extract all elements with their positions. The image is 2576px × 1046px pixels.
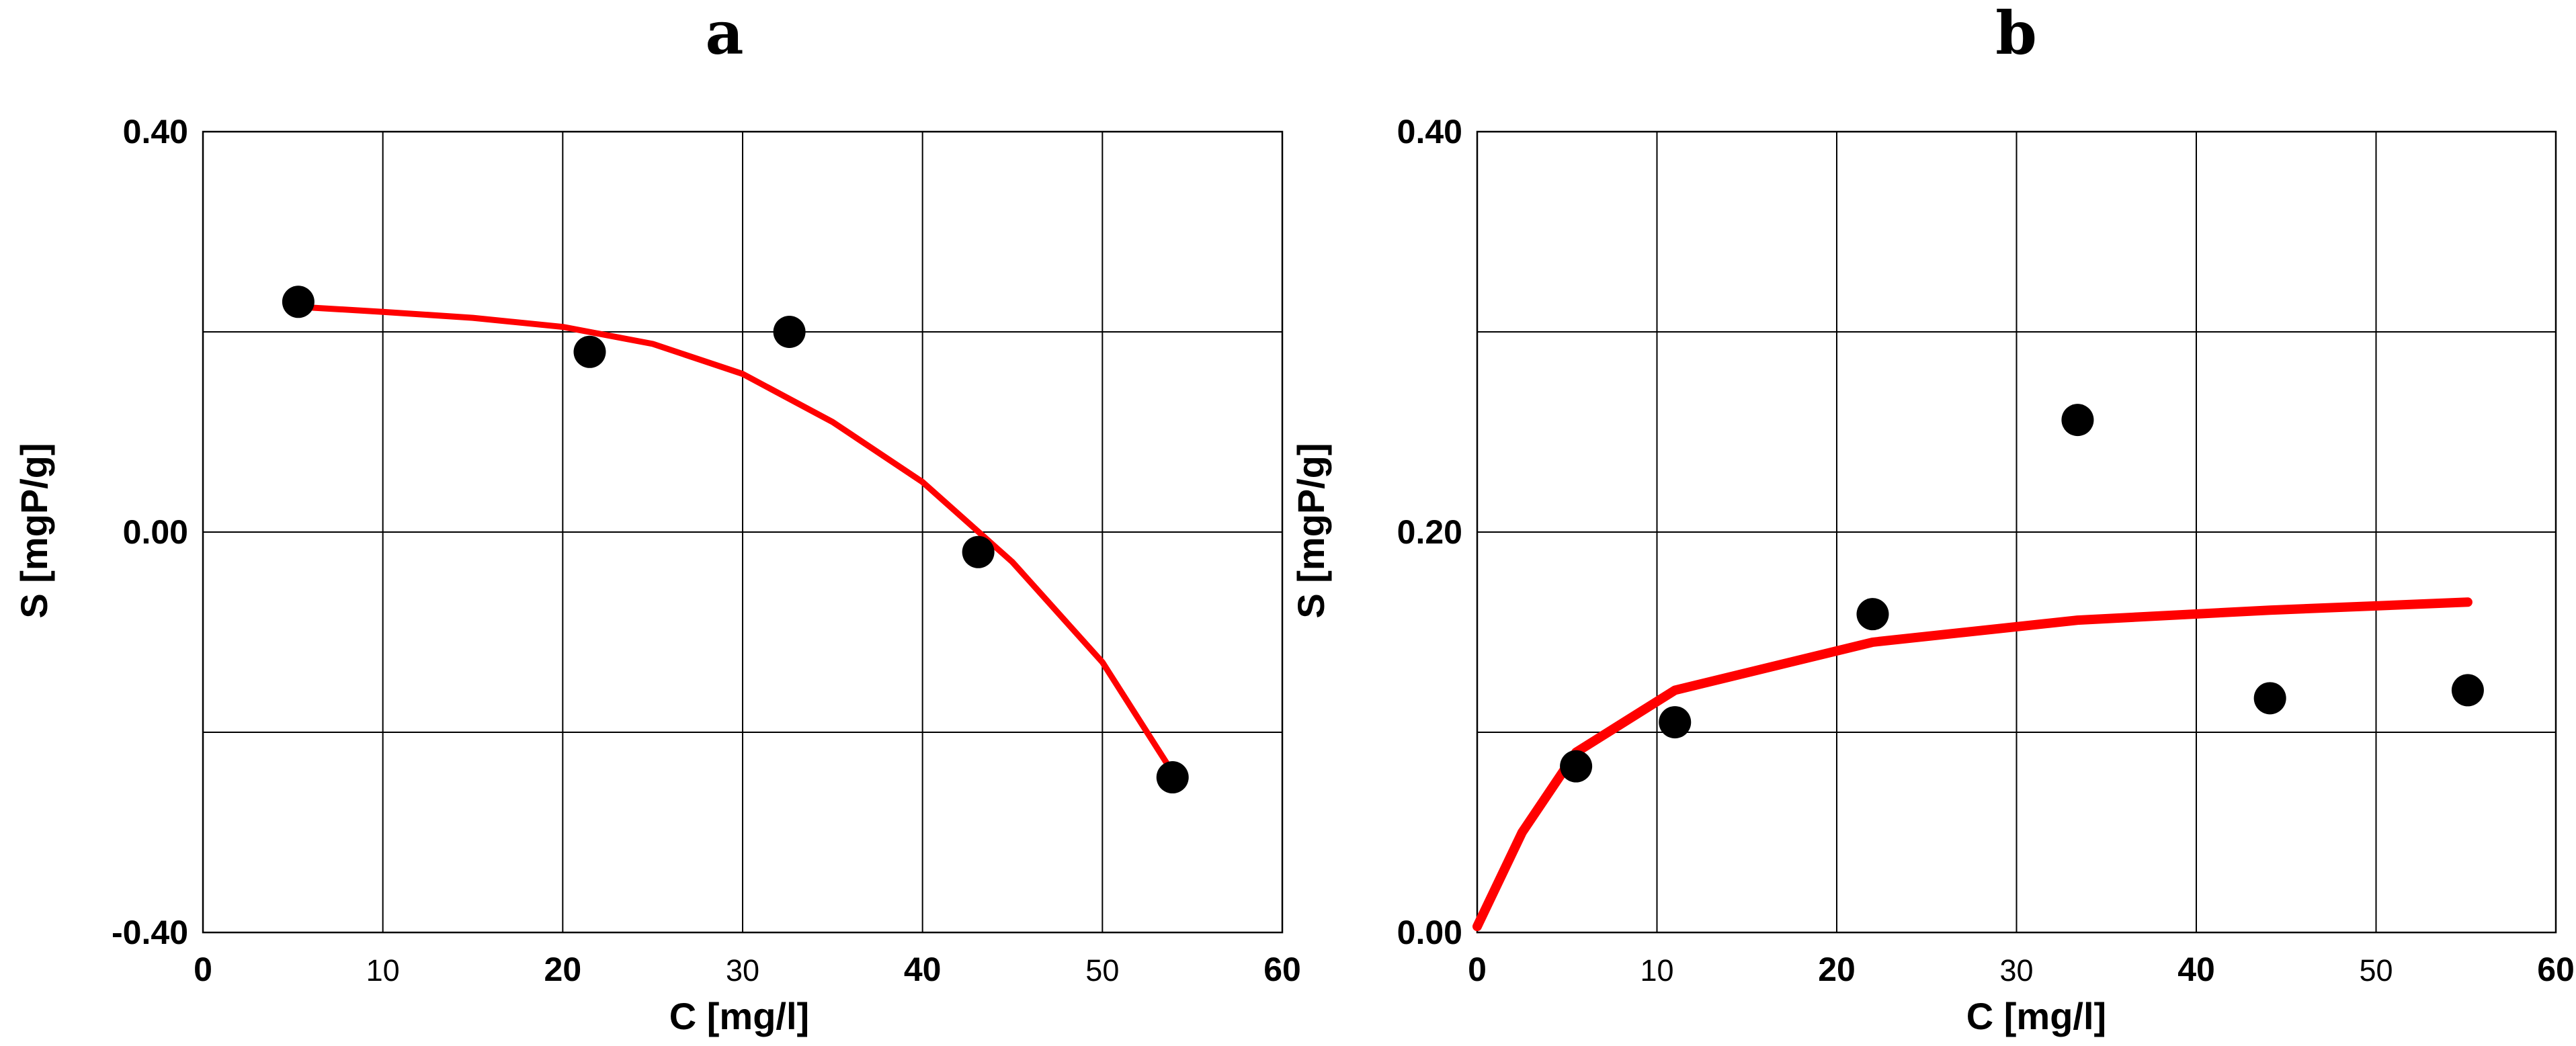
chart-panel-a: a C [mg/l] S [mgP/g] 0 10 20 30 40 50 60-0.400… <box>13 0 1301 1037</box>
data-point-a <box>962 535 995 568</box>
x-tick-label-b: 30 <box>1999 953 2033 988</box>
x-tick-label-b: 20 <box>1818 951 1856 988</box>
x-tick-label-a: 50 <box>1085 953 1119 988</box>
x-axis-title-b: C [mg/l] <box>1966 995 2106 1037</box>
data-point-b <box>2061 404 2094 437</box>
y-tick-label-a: 0.40 <box>123 113 188 150</box>
plot-frame-a <box>202 130 1284 934</box>
data-point-b <box>1560 750 1593 783</box>
y-tick-label-a: 0.00 <box>123 513 188 551</box>
x-axis-title-a: C [mg/l] <box>669 995 809 1037</box>
x-tick-label-b: 60 <box>2537 951 2575 988</box>
data-point-b <box>1856 598 1889 631</box>
fit-curve-a <box>295 304 1176 776</box>
y-tick-label-b: 0.40 <box>1397 113 1462 150</box>
y-axis-title-b: S [mgP/g] <box>1290 443 1332 618</box>
y-tick-label-b: 0.20 <box>1397 513 1462 551</box>
data-point-b <box>2451 674 2484 707</box>
y-tick-label-a: -0.40 <box>112 914 188 951</box>
x-tick-label-a: 40 <box>904 951 942 988</box>
plot-area-a: 0 10 20 30 40 50 60 -0.40 0.00 0.40 <box>112 113 1301 988</box>
data-point-a <box>282 286 315 318</box>
fit-curve-b <box>1472 597 2473 932</box>
data-point-b <box>1659 706 1692 739</box>
chart-panel-b: b C [mg/l] S [mgP/g] 0 10 20 30 40 50 60 0.00 0.… <box>1290 0 2575 1037</box>
y-tick-label-b: 0.00 <box>1397 914 1462 951</box>
x-tick-label-b: 0 <box>1468 951 1487 988</box>
x-tick-label-a: 0 <box>194 951 212 988</box>
panel-title-b: b <box>1995 0 2037 68</box>
data-point-b <box>2253 682 2286 715</box>
plot-frame-b <box>1476 130 2557 934</box>
data-point-a <box>773 316 806 348</box>
panel-title-a: a <box>705 0 743 68</box>
x-tick-label-a: 60 <box>1263 951 1301 988</box>
plot-area-b: 0 10 20 30 40 50 60 0.00 0.20 0.40 <box>1397 113 2575 988</box>
x-tick-label-a: 30 <box>726 953 759 988</box>
y-axis-title-a: S [mgP/g] <box>13 443 55 618</box>
x-tick-label-b: 10 <box>1640 953 1673 988</box>
x-tick-label-b: 40 <box>2177 951 2215 988</box>
data-point-a <box>1156 761 1189 794</box>
x-tick-label-a: 10 <box>366 953 400 988</box>
x-tick-label-b: 50 <box>2359 953 2393 988</box>
x-tick-label-a: 20 <box>544 951 582 988</box>
data-point-a <box>573 335 606 368</box>
